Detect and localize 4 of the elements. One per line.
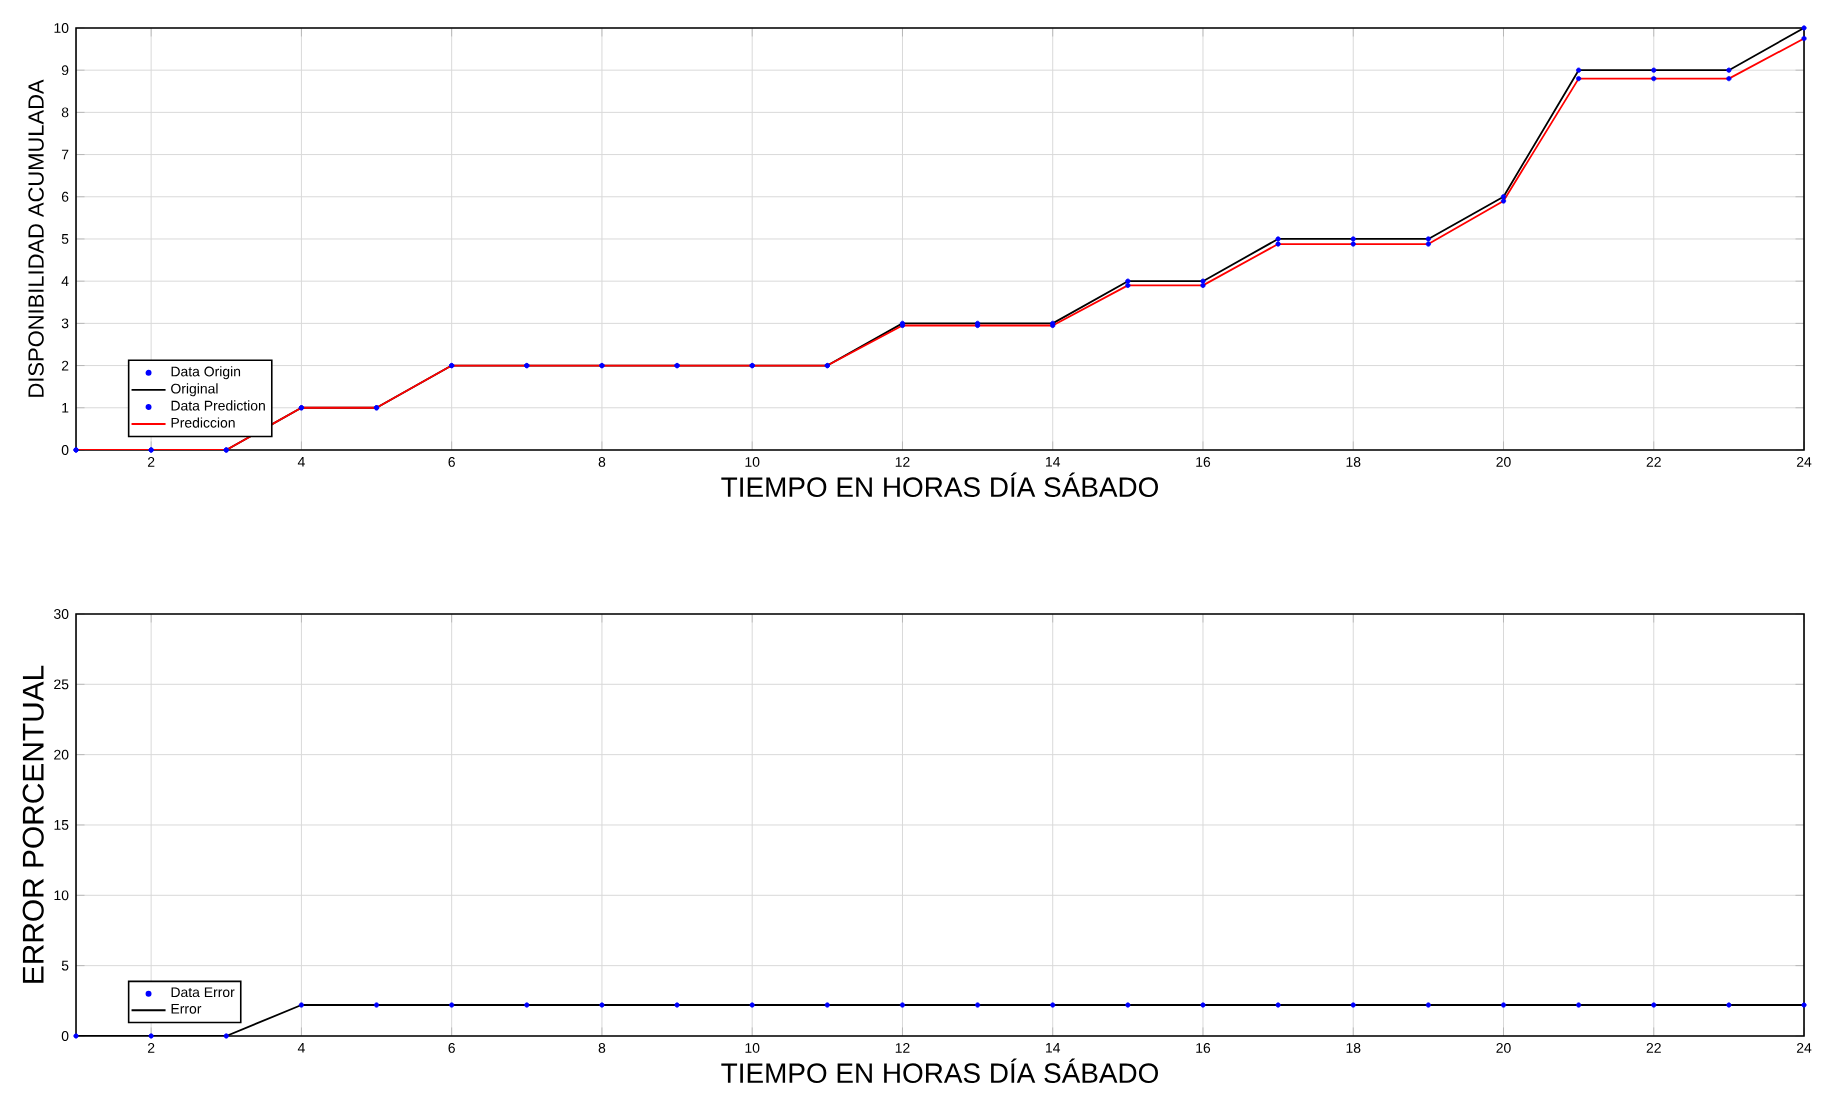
y-axis-title: DISPONIBILIDAD ACUMULADA [28, 79, 44, 397]
y-axis-title: ERROR PORCENTUAL [22, 665, 44, 983]
x-axis-title: TIEMPO EN HORAS DÍA SÁBADO [721, 1058, 1159, 1084]
x-axis-title: TIEMPO EN HORAS DÍA SÁBADO [721, 472, 1159, 498]
